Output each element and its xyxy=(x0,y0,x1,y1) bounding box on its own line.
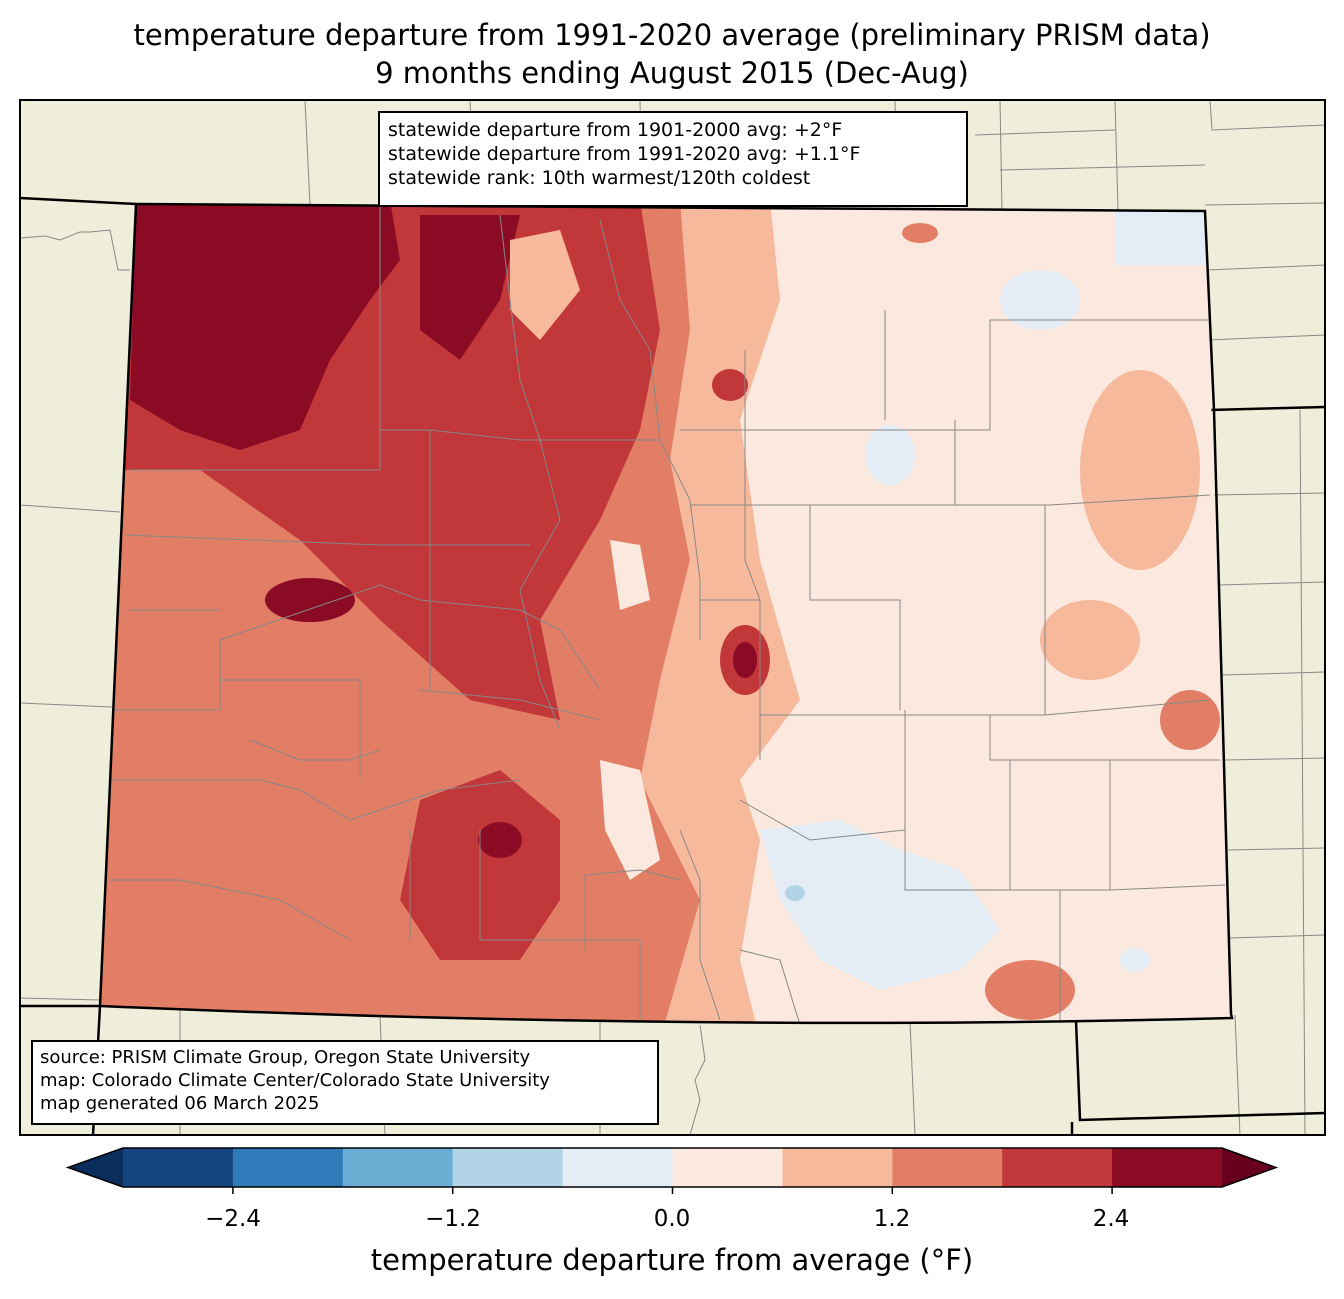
stats-line-1991-2020: statewide departure from 1991-2020 avg: … xyxy=(388,143,861,165)
source-line-prism: source: PRISM Climate Group, Oregon Stat… xyxy=(40,1047,531,1068)
colorbar-segment xyxy=(562,1148,673,1187)
departure-region xyxy=(600,760,660,880)
colorado-border xyxy=(98,202,1234,1025)
colorbar-tick-label: −1.2 xyxy=(425,1206,481,1232)
colorbar-segment xyxy=(1112,1148,1223,1187)
departure-region xyxy=(760,820,1000,990)
colorbar-label: temperature departure from average (°F) xyxy=(370,1243,974,1277)
departure-region xyxy=(610,540,650,610)
title-line-2: 9 months ending August 2015 (Dec-Aug) xyxy=(375,56,969,90)
departure-field xyxy=(100,204,1232,1023)
colorbar-tick-label: 0.0 xyxy=(653,1206,691,1232)
colorbar-over-arrow xyxy=(1222,1148,1276,1187)
source-line-map: map: Colorado Climate Center/Colorado St… xyxy=(40,1070,550,1091)
colorbar-tick-label: 2.4 xyxy=(1092,1206,1130,1232)
map-frame xyxy=(19,99,1326,1136)
colorbar-segment xyxy=(672,1148,783,1187)
colorado-county-lines xyxy=(110,204,1226,1023)
colorbar-segment xyxy=(452,1148,564,1187)
title-line-1: temperature departure from 1991-2020 ave… xyxy=(133,18,1211,52)
colorbar-segment xyxy=(1002,1148,1113,1187)
colorbar-segment xyxy=(342,1148,454,1187)
colorbar-tick-label: −2.4 xyxy=(205,1206,261,1232)
stats-line-rank: statewide rank: 10th warmest/120th colde… xyxy=(388,167,811,189)
colorbar-segment xyxy=(782,1148,893,1187)
source-line-generated: map generated 06 March 2025 xyxy=(40,1093,320,1114)
departure-region xyxy=(420,215,520,360)
colorbar-segment xyxy=(892,1148,1003,1187)
colorbar xyxy=(65,1147,1279,1194)
colorbar-tick-label: 1.2 xyxy=(873,1206,911,1232)
departure-region xyxy=(510,230,580,340)
colorbar-under-arrow xyxy=(68,1148,123,1187)
departure-region xyxy=(130,204,400,450)
colorbar-segment xyxy=(123,1148,234,1187)
source-box: source: PRISM Climate Group, Oregon Stat… xyxy=(31,1040,659,1125)
stats-line-1901-2000: statewide departure from 1901-2000 avg: … xyxy=(388,119,843,141)
statewide-stats-box: statewide departure from 1901-2000 avg: … xyxy=(378,111,968,207)
colorbar-outline xyxy=(65,1147,1279,1188)
colorbar-segment xyxy=(232,1148,344,1187)
